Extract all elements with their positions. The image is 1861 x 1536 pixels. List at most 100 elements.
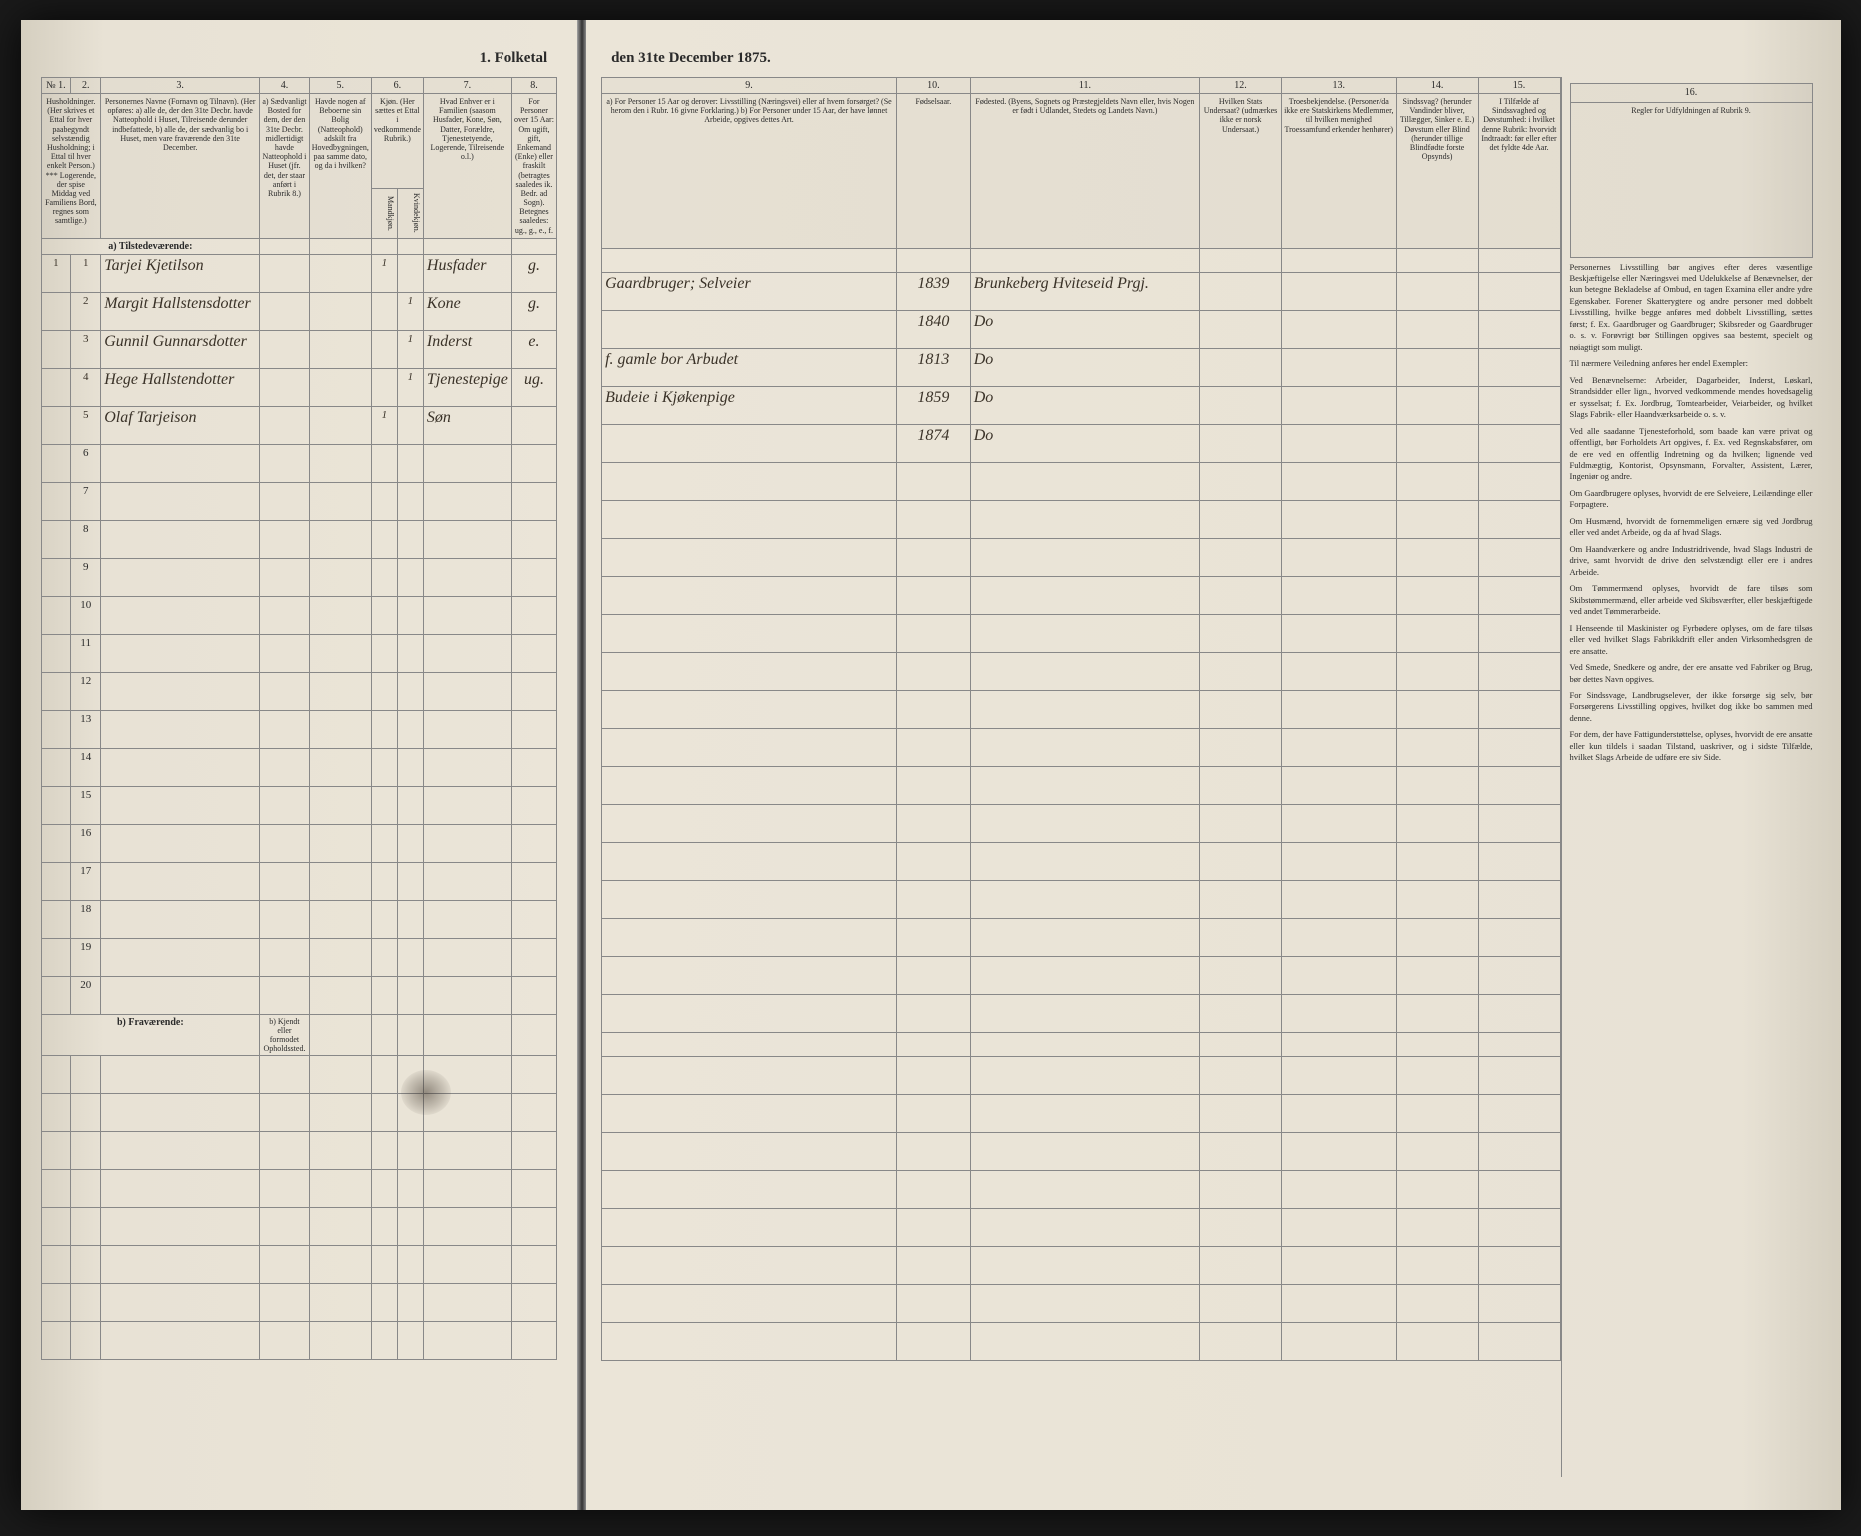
cell-male: 1 — [371, 254, 397, 292]
table-row-empty — [602, 463, 1560, 501]
section-b-row: b) Fraværende:b) Kjendt eller formodet O… — [41, 1014, 557, 1055]
cell-4 — [260, 330, 310, 368]
instruction-paragraph: Ved alle saadanne Tjenesteforhold, som b… — [1570, 426, 1813, 483]
table-row: 2Margit Hallstensdotter1Koneg. — [41, 292, 557, 330]
col-5-num: 5. — [309, 78, 371, 94]
row-household — [41, 368, 71, 406]
header-6: Kjøn. (Her sættes et Ettal i vedkommende… — [371, 94, 423, 189]
table-row-empty: 18 — [41, 900, 557, 938]
cell-male: 1 — [371, 406, 397, 444]
instruction-paragraph: Personernes Livsstilling bør angives eft… — [1570, 262, 1813, 354]
col-14-num: 14. — [1396, 78, 1478, 94]
person-name: Tarjei Kjetilson — [101, 254, 260, 292]
header-6b: Kvindekjøn. — [397, 188, 423, 238]
header-14: Sindssvag? (herunder Vandinder bliver, T… — [1396, 94, 1478, 249]
instruction-paragraph: For dem, der have Fattigunderstøttelse, … — [1570, 729, 1813, 763]
cell-male — [371, 330, 397, 368]
header-4: a) Sædvanligt Bosted for dem, der den 31… — [260, 94, 310, 239]
table-row-empty — [602, 1209, 1560, 1247]
cell-occupation — [602, 311, 897, 349]
cell-female: 1 — [397, 330, 423, 368]
cell-family-role: Kone — [423, 292, 511, 330]
cell-13 — [1281, 349, 1396, 387]
cell-13 — [1281, 311, 1396, 349]
cell-4 — [260, 254, 310, 292]
row-number: 3 — [71, 330, 101, 368]
cell-occupation: f. gamle bor Arbudet — [602, 349, 897, 387]
right-page: den 31te December 1875. 9. 10. 11. 12. 1… — [586, 20, 1840, 1510]
row-household — [41, 406, 71, 444]
cell-occupation: Budeie i Kjøkenpige — [602, 387, 897, 425]
header-15: I Tilfælde af Sindssvaghed og Døvstumhed… — [1478, 94, 1560, 249]
col-12-num: 12. — [1200, 78, 1282, 94]
table-row-empty — [602, 1247, 1560, 1285]
table-row-empty — [602, 615, 1560, 653]
person-name: Hege Hallstendotter — [101, 368, 260, 406]
cell-14 — [1396, 387, 1478, 425]
table-row: Gaardbruger; Selveier1839Brunkeberg Hvit… — [602, 273, 1560, 311]
person-name: Gunnil Gunnarsdotter — [101, 330, 260, 368]
cell-family-role: Tjenestepige — [423, 368, 511, 406]
table-row-empty: 16 — [41, 824, 557, 862]
table-row: f. gamle bor Arbudet1813Do — [602, 349, 1560, 387]
cell-4 — [260, 406, 310, 444]
cell-5 — [309, 254, 371, 292]
table-row-empty: 11 — [41, 634, 557, 672]
col-2-num: 2. — [71, 78, 101, 94]
table-row-empty — [602, 691, 1560, 729]
cell-birthplace: Brunkeberg Hviteseid Prgj. — [970, 273, 1199, 311]
table-row-empty: 12 — [41, 672, 557, 710]
table-row-empty — [602, 957, 1560, 995]
col-8-num: 8. — [511, 78, 556, 94]
row-number: 5 — [71, 406, 101, 444]
section-a-row: a) Tilstedeværende: — [41, 238, 557, 254]
cell-12 — [1200, 273, 1282, 311]
table-row-empty — [602, 881, 1560, 919]
cell-4 — [260, 368, 310, 406]
cell-occupation — [602, 425, 897, 463]
table-row: 4Hege Hallstendotter 1Tjenestepigeug. — [41, 368, 557, 406]
table-row-empty: 20 — [41, 976, 557, 1014]
cell-15 — [1478, 387, 1560, 425]
col-7-num: 7. — [423, 78, 511, 94]
table-row-empty: 13 — [41, 710, 557, 748]
instructions-text: Personernes Livsstilling bør angives eft… — [1570, 262, 1813, 764]
header-13: Troesbekjendelse. (Personer/da ikke ere … — [1281, 94, 1396, 249]
row-household — [41, 330, 71, 368]
table-row-empty — [602, 1057, 1560, 1095]
instruction-paragraph: Til nærmere Veiledning anføres her endel… — [1570, 358, 1813, 369]
table-row-empty — [602, 577, 1560, 615]
col-11-num: 11. — [970, 78, 1199, 94]
table-row-empty — [602, 1133, 1560, 1171]
cell-15 — [1478, 273, 1560, 311]
cell-female: 1 — [397, 368, 423, 406]
header-9: a) For Personer 15 Aar og derover: Livss… — [602, 94, 897, 249]
table-row-empty — [602, 1285, 1560, 1323]
header-desc-row: Husholdninger. (Her skrives et Ettal for… — [41, 94, 557, 189]
col-3-num: 3. — [101, 78, 260, 94]
cell-birthyear: 1813 — [896, 349, 970, 387]
cell-14 — [1396, 425, 1478, 463]
instruction-paragraph: Om Gaardbrugere oplyses, hvorvidt de ere… — [1570, 488, 1813, 511]
row-number: 4 — [71, 368, 101, 406]
cell-marital: ug. — [511, 368, 556, 406]
header-1: Husholdninger. (Her skrives et Ettal for… — [41, 94, 101, 239]
col-13-num: 13. — [1281, 78, 1396, 94]
cell-birthyear: 1839 — [896, 273, 970, 311]
table-row-empty: 10 — [41, 596, 557, 634]
book-spine — [578, 20, 586, 1510]
cell-birthplace: Do — [970, 387, 1199, 425]
cell-male — [371, 368, 397, 406]
table-row-empty: 6 — [41, 444, 557, 482]
cell-12 — [1200, 311, 1282, 349]
cell-occupation: Gaardbruger; Selveier — [602, 273, 897, 311]
table-row-empty — [602, 653, 1560, 691]
person-name: Margit Hallstensdotter — [101, 292, 260, 330]
row-household: 1 — [41, 254, 71, 292]
col-1-num: № 1. — [41, 78, 71, 94]
header-3: Personernes Navne (Fornavn og Tilnavn). … — [101, 94, 260, 239]
cell-13 — [1281, 425, 1396, 463]
table-row: 1874Do — [602, 425, 1560, 463]
table-row-empty — [41, 1207, 557, 1245]
table-row-empty — [41, 1169, 557, 1207]
